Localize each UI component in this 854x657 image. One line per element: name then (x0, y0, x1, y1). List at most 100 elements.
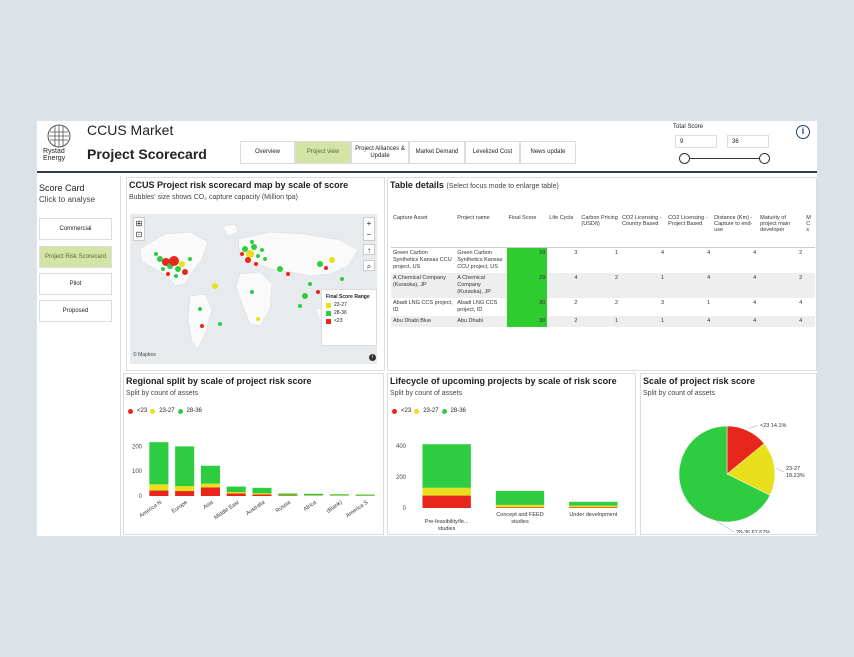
pie-leader-line (684, 500, 735, 533)
bar-segment[interactable] (200, 487, 220, 496)
map-subtitle: Bubbles' size shows CO₂ capture capacity… (129, 194, 299, 201)
lifecycle-panel: Lifecycle of upcoming projects by scale … (387, 373, 636, 535)
tab-overview[interactable]: Overview (240, 141, 295, 164)
bar-segment[interactable] (329, 494, 349, 496)
bar-segment[interactable] (252, 494, 272, 496)
lifecycle-legend: <23 23-27 28-36 (392, 408, 466, 414)
dashboard-frame: Rystad Energy CCUS Market Project Scorec… (37, 121, 817, 536)
tab-news-update[interactable]: News update (520, 141, 576, 164)
column-header[interactable]: Life Cycle (547, 213, 580, 248)
pie-slice[interactable] (678, 425, 771, 523)
column-header[interactable]: CO2 Licensing - Project Based (666, 213, 713, 248)
zoom-controls[interactable]: + − (363, 217, 375, 241)
map-info-icon[interactable]: i (369, 354, 376, 361)
x-tick-label: studies (511, 519, 529, 525)
scale-title: Scale of project risk score (643, 376, 756, 386)
x-tick-label: Concept and FEED (496, 512, 543, 518)
bar-segment[interactable] (226, 493, 246, 496)
bar-segment[interactable] (495, 507, 545, 508)
bar-segment[interactable] (569, 501, 618, 506)
commercial-button[interactable]: Commercial (39, 218, 112, 240)
world-map[interactable]: ⊞ ⊡ + − ↑ ⌕ Final Score Range 23-27 28-36 … (130, 214, 377, 364)
bar-segment[interactable] (422, 495, 471, 508)
project-table: Capture Asset Project name Final Score L… (391, 213, 815, 327)
proposed-button[interactable]: Proposed (39, 300, 112, 322)
bar-segment[interactable] (175, 491, 195, 496)
bar-segment[interactable] (495, 490, 545, 505)
project-risk-scorecard-button[interactable]: Project Risk Scorecard (39, 246, 112, 268)
pie-label: 18.23% (786, 473, 805, 479)
bar-segment[interactable] (149, 490, 169, 496)
pilot-button[interactable]: Pilot (39, 273, 112, 295)
pie-slice[interactable] (726, 443, 776, 496)
bar-segment[interactable] (278, 493, 298, 496)
header: Rystad Energy CCUS Market Project Scorec… (37, 121, 817, 173)
scale-subtitle: Split by count of assets (643, 390, 715, 397)
total-score-min-input[interactable]: 9 (675, 135, 717, 148)
bar-segment[interactable] (200, 483, 220, 488)
bar-segment[interactable] (304, 493, 324, 496)
app-title: CCUS Market (87, 122, 174, 138)
bar-segment[interactable] (149, 442, 169, 485)
bar-segment[interactable] (422, 487, 471, 496)
bar-segment[interactable] (252, 487, 272, 494)
slider-min-handle[interactable] (679, 153, 690, 164)
bar-segment[interactable] (175, 486, 195, 492)
slider-max-handle[interactable] (759, 153, 770, 164)
bar-segment[interactable] (252, 493, 272, 495)
pie-label: <23 14.1% (760, 423, 787, 429)
bar-segment[interactable] (175, 446, 195, 487)
bar-segment[interactable] (422, 444, 471, 488)
total-score-slider[interactable] (684, 158, 768, 159)
map-legend-item: <23 (334, 318, 343, 324)
x-tick-label: America S (345, 500, 369, 520)
column-header[interactable]: Carbon Pricing (USD/t) (579, 213, 621, 248)
bar-segment[interactable] (495, 504, 545, 508)
map-toolbar[interactable]: ⊞ ⊡ (133, 217, 145, 241)
tab-project-view[interactable]: Project view (295, 141, 351, 164)
total-score-max-input[interactable]: 36 (727, 135, 769, 148)
column-header[interactable]: M C s (804, 213, 815, 248)
bar-segment[interactable] (226, 492, 246, 494)
y-tick-label: 200 (396, 475, 407, 481)
y-tick-label: 0 (139, 494, 143, 500)
bar-segment[interactable] (200, 465, 220, 484)
column-header[interactable]: Capture Asset (391, 213, 456, 248)
column-header[interactable]: CO2 Licensing - Country Based (620, 213, 667, 248)
regional-panel: Regional split by scale of project risk … (123, 373, 384, 535)
tab-levelized-cost[interactable]: Levelized Cost (465, 141, 520, 164)
y-tick-label: 100 (132, 469, 143, 475)
column-header[interactable]: Distance (Km) - Capture to end-use (712, 213, 759, 248)
bar-segment[interactable] (355, 494, 375, 496)
tab-project-alliances[interactable]: Project Alliances & Update (351, 141, 409, 164)
column-header[interactable]: Final Score (506, 213, 548, 248)
table-row[interactable]: Abadi LNG CCS project, ID Abadi LNG CCS p… (391, 297, 815, 316)
bar-segment[interactable] (226, 486, 246, 493)
x-tick-label: Russia (275, 499, 293, 514)
scorecard-subtitle: Click to analyse (39, 195, 96, 204)
x-tick-label: Africa (303, 499, 319, 513)
table-title: Table details (Select focus mode to enla… (390, 180, 559, 190)
x-tick-label: Australia (245, 499, 267, 517)
x-tick-label: Asia (202, 499, 215, 511)
bar-segment[interactable] (569, 507, 618, 508)
table-row[interactable]: Green Carbon Synthetics Kansas CCU proje… (391, 247, 815, 273)
tab-market-demand[interactable]: Market Demand (409, 141, 465, 164)
map-canvas (139, 223, 359, 350)
bar-segment[interactable] (569, 505, 618, 508)
map-legend: Final Score Range 23-27 28-36 <23 (321, 289, 377, 346)
map-legend-title: Final Score Range (326, 294, 370, 300)
info-icon[interactable]: i (796, 125, 810, 139)
map-legend-item: 23-27 (334, 302, 347, 308)
lifecycle-bar-chart: 0200400Pre-feasibility/fe...studiesConce… (396, 444, 618, 532)
nav-tabs: Overview Project view Project Alliances … (240, 141, 576, 164)
table-row[interactable]: A Chemical Company (Kuraoka), JP A Chemic… (391, 272, 815, 298)
compass-icon[interactable]: ↑ (363, 244, 375, 255)
table-panel: Table details (Select focus mode to enla… (387, 177, 817, 371)
lifecycle-subtitle: Split by count of assets (390, 390, 462, 397)
map-search-icon[interactable]: ⌕ (363, 260, 375, 271)
bar-segment[interactable] (149, 484, 169, 491)
column-header[interactable]: Maturity of project main developer (758, 213, 805, 248)
column-header[interactable]: Project name (455, 213, 507, 248)
